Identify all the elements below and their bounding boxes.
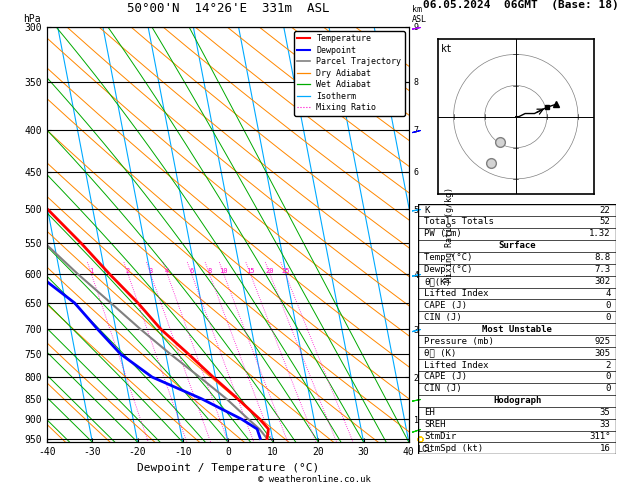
Text: θᴇ (K): θᴇ (K) <box>424 348 457 358</box>
Text: 22: 22 <box>599 206 611 215</box>
Text: StmSpd (kt): StmSpd (kt) <box>424 444 483 453</box>
Text: 2: 2 <box>126 268 130 274</box>
Text: 311°: 311° <box>589 432 611 441</box>
Text: 50°00'N  14°26'E  331m  ASL: 50°00'N 14°26'E 331m ASL <box>127 1 329 15</box>
Text: 0: 0 <box>605 372 611 382</box>
Text: 10: 10 <box>220 268 228 274</box>
Text: SREH: SREH <box>424 420 446 429</box>
Text: 06.05.2024  06GMT  (Base: 18): 06.05.2024 06GMT (Base: 18) <box>423 0 618 10</box>
Text: θᴇ(K): θᴇ(K) <box>424 277 451 286</box>
Text: 0: 0 <box>605 313 611 322</box>
Text: EH: EH <box>424 408 435 417</box>
Text: Lifted Index: Lifted Index <box>424 289 489 298</box>
Text: Dewp (°C): Dewp (°C) <box>424 265 472 274</box>
Text: StmDir: StmDir <box>424 432 457 441</box>
Text: CIN (J): CIN (J) <box>424 313 462 322</box>
Text: Hodograph: Hodograph <box>493 396 542 405</box>
Text: Lifted Index: Lifted Index <box>424 361 489 369</box>
Text: 1: 1 <box>89 268 94 274</box>
Text: 0: 0 <box>605 384 611 393</box>
Text: 33: 33 <box>599 420 611 429</box>
Text: Temp (°C): Temp (°C) <box>424 253 472 262</box>
Text: 302: 302 <box>594 277 611 286</box>
X-axis label: Dewpoint / Temperature (°C): Dewpoint / Temperature (°C) <box>137 463 319 473</box>
Text: 4: 4 <box>165 268 169 274</box>
Text: 15: 15 <box>246 268 255 274</box>
Text: 305: 305 <box>594 348 611 358</box>
Text: Totals Totals: Totals Totals <box>424 218 494 226</box>
Text: hPa: hPa <box>23 14 41 24</box>
Text: 2: 2 <box>605 361 611 369</box>
Text: Pressure (mb): Pressure (mb) <box>424 337 494 346</box>
Text: © weatheronline.co.uk: © weatheronline.co.uk <box>258 474 371 484</box>
Text: CIN (J): CIN (J) <box>424 384 462 393</box>
Text: Most Unstable: Most Unstable <box>482 325 552 334</box>
Text: PW (cm): PW (cm) <box>424 229 462 239</box>
Text: LCL: LCL <box>417 445 432 454</box>
Text: CAPE (J): CAPE (J) <box>424 301 467 310</box>
Text: 7.3: 7.3 <box>594 265 611 274</box>
Text: 8.8: 8.8 <box>594 253 611 262</box>
Text: 6: 6 <box>189 268 194 274</box>
Text: K: K <box>424 206 430 215</box>
Text: Mixing Ratio (g/kg): Mixing Ratio (g/kg) <box>445 187 454 282</box>
Text: Surface: Surface <box>499 242 536 250</box>
Text: km
ASL: km ASL <box>412 5 427 24</box>
Text: 20: 20 <box>265 268 274 274</box>
Text: 52: 52 <box>599 218 611 226</box>
Text: 925: 925 <box>594 337 611 346</box>
Text: 3: 3 <box>148 268 153 274</box>
Text: CAPE (J): CAPE (J) <box>424 372 467 382</box>
Text: kt: kt <box>441 44 453 53</box>
Text: 1.32: 1.32 <box>589 229 611 239</box>
Text: 4: 4 <box>605 289 611 298</box>
Text: 8: 8 <box>208 268 211 274</box>
Text: 0: 0 <box>605 301 611 310</box>
Text: 16: 16 <box>599 444 611 453</box>
Text: 35: 35 <box>599 408 611 417</box>
Legend: Temperature, Dewpoint, Parcel Trajectory, Dry Adiabat, Wet Adiabat, Isotherm, Mi: Temperature, Dewpoint, Parcel Trajectory… <box>294 31 404 116</box>
Text: 25: 25 <box>281 268 289 274</box>
